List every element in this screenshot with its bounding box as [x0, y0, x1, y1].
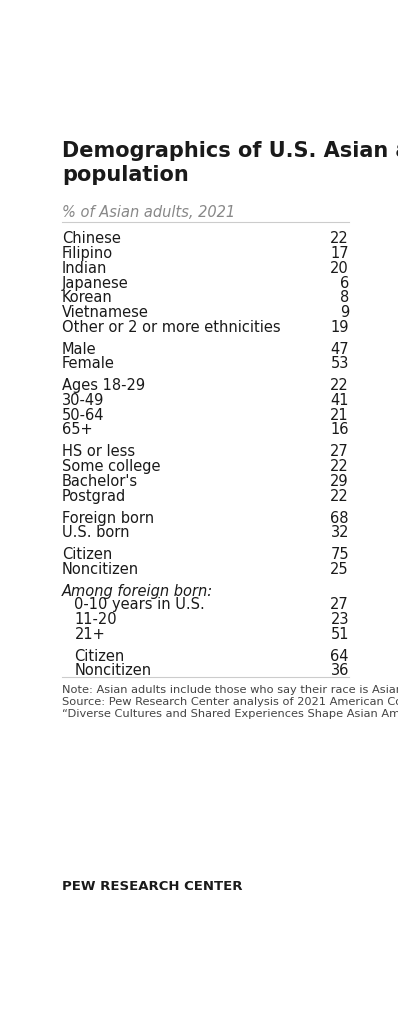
Text: 6: 6	[340, 275, 349, 291]
Text: Filipino: Filipino	[62, 247, 113, 261]
Text: Note: Asian adults include those who say their race is Asian alone and non-Hispa: Note: Asian adults include those who say…	[62, 684, 398, 719]
Text: 9: 9	[340, 305, 349, 320]
Text: HS or less: HS or less	[62, 445, 135, 459]
Text: 23: 23	[330, 612, 349, 627]
Text: 19: 19	[330, 319, 349, 335]
Text: Noncitizen: Noncitizen	[62, 562, 139, 577]
Text: 27: 27	[330, 445, 349, 459]
Text: 22: 22	[330, 489, 349, 503]
Text: 68: 68	[330, 510, 349, 526]
Text: Some college: Some college	[62, 459, 160, 475]
Text: Citizen: Citizen	[62, 547, 112, 563]
Text: Korean: Korean	[62, 291, 113, 305]
Text: U.S. born: U.S. born	[62, 525, 130, 540]
Text: 27: 27	[330, 597, 349, 613]
Text: Foreign born: Foreign born	[62, 510, 154, 526]
Text: Female: Female	[62, 356, 115, 371]
Text: 32: 32	[330, 525, 349, 540]
Text: 36: 36	[331, 663, 349, 678]
Text: Noncitizen: Noncitizen	[74, 663, 152, 678]
Text: Postgrad: Postgrad	[62, 489, 126, 503]
Text: Indian: Indian	[62, 261, 107, 276]
Text: Citizen: Citizen	[74, 649, 125, 664]
Text: % of Asian adults, 2021: % of Asian adults, 2021	[62, 205, 235, 220]
Text: Other or 2 or more ethnicities: Other or 2 or more ethnicities	[62, 319, 281, 335]
Text: 22: 22	[330, 231, 349, 247]
Text: Vietnamese: Vietnamese	[62, 305, 149, 320]
Text: 30-49: 30-49	[62, 393, 104, 408]
Text: Ages 18-29: Ages 18-29	[62, 379, 145, 394]
Text: Among foreign born:: Among foreign born:	[62, 584, 213, 599]
Text: Japanese: Japanese	[62, 275, 129, 291]
Text: Chinese: Chinese	[62, 231, 121, 247]
Text: Demographics of U.S. Asian adult
population: Demographics of U.S. Asian adult populat…	[62, 141, 398, 185]
Text: Bachelor's: Bachelor's	[62, 474, 138, 489]
Text: 41: 41	[330, 393, 349, 408]
Text: 75: 75	[330, 547, 349, 563]
Text: 0-10 years in U.S.: 0-10 years in U.S.	[74, 597, 205, 613]
Text: 50-64: 50-64	[62, 408, 105, 422]
Text: 11-20: 11-20	[74, 612, 117, 627]
Text: 16: 16	[330, 422, 349, 438]
Text: 65+: 65+	[62, 422, 93, 438]
Text: 53: 53	[331, 356, 349, 371]
Text: 22: 22	[330, 459, 349, 475]
Text: Male: Male	[62, 342, 97, 357]
Text: 17: 17	[330, 247, 349, 261]
Text: 21: 21	[330, 408, 349, 422]
Text: 21+: 21+	[74, 627, 105, 641]
Text: PEW RESEARCH CENTER: PEW RESEARCH CENTER	[62, 880, 243, 893]
Text: 29: 29	[330, 474, 349, 489]
Text: 47: 47	[330, 342, 349, 357]
Text: 22: 22	[330, 379, 349, 394]
Text: 20: 20	[330, 261, 349, 276]
Text: 51: 51	[330, 627, 349, 641]
Text: 25: 25	[330, 562, 349, 577]
Text: 8: 8	[340, 291, 349, 305]
Text: 64: 64	[330, 649, 349, 664]
